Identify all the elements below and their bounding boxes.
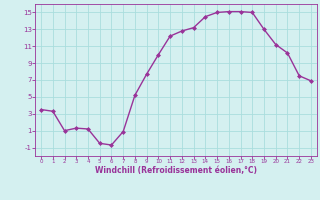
X-axis label: Windchill (Refroidissement éolien,°C): Windchill (Refroidissement éolien,°C) (95, 166, 257, 175)
